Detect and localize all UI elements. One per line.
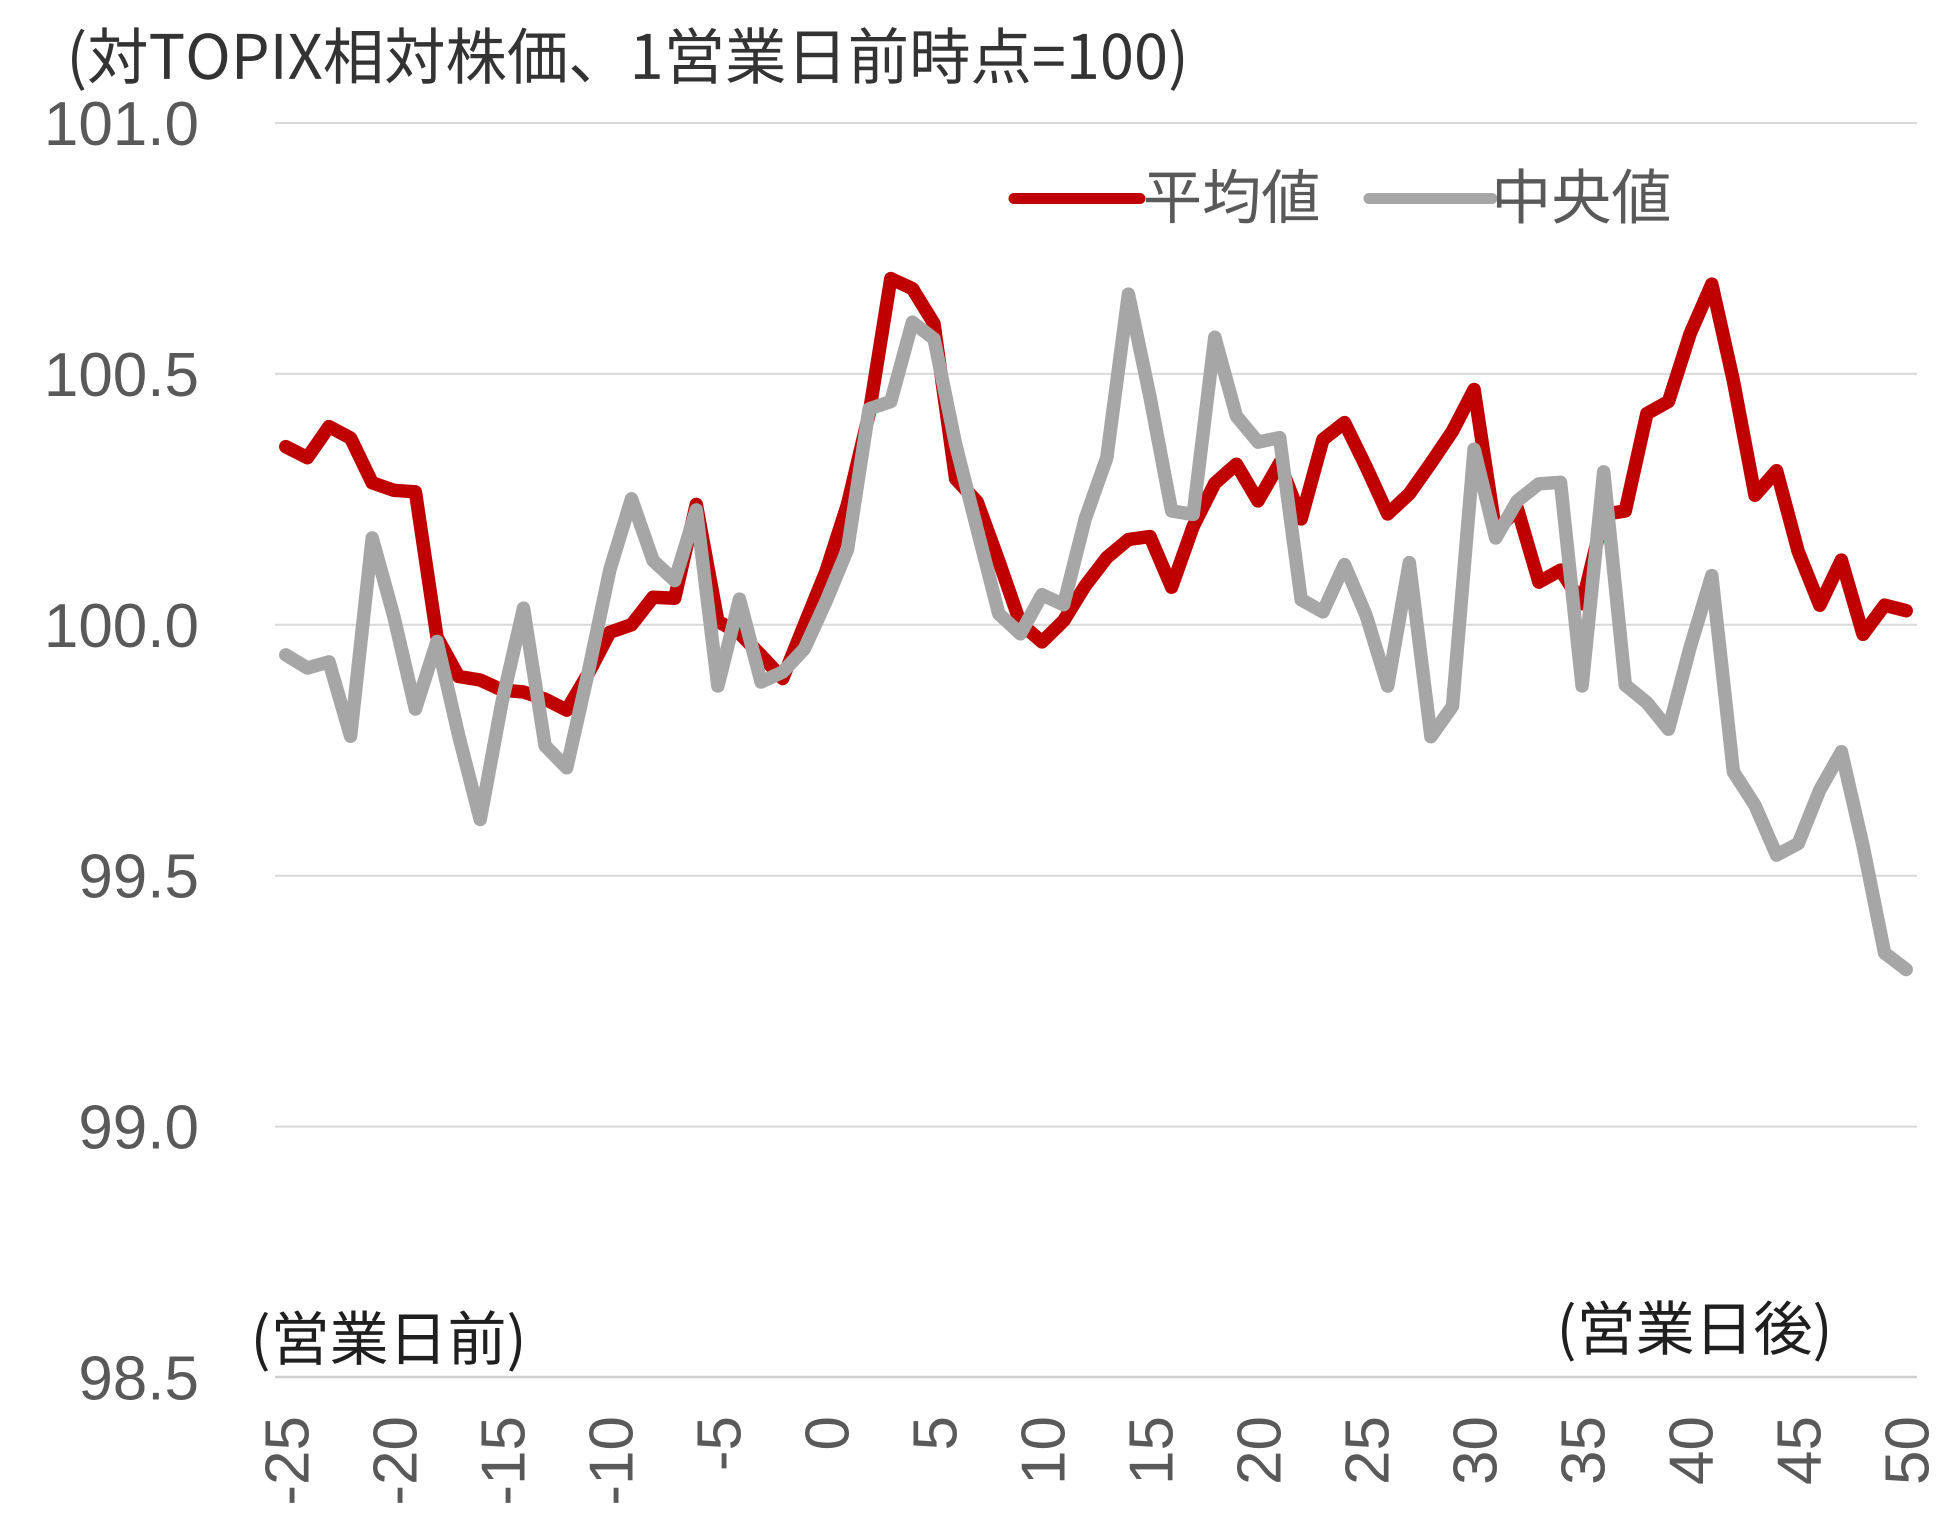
svg-text:99.0: 99.0 [78,1094,199,1163]
svg-text:0: 0 [793,1416,862,1450]
svg-text:99.5: 99.5 [78,843,199,912]
svg-text:45: 45 [1766,1416,1835,1485]
svg-text:50: 50 [1874,1416,1943,1485]
svg-text:10: 10 [1010,1416,1079,1485]
svg-text:-15: -15 [469,1416,538,1506]
svg-text:100.0: 100.0 [44,592,199,661]
svg-text:100.5: 100.5 [44,341,199,410]
svg-text:20: 20 [1226,1416,1295,1485]
svg-text:30: 30 [1442,1416,1511,1485]
svg-text:-10: -10 [577,1416,646,1506]
svg-text:40: 40 [1658,1416,1727,1485]
svg-text:35: 35 [1550,1416,1619,1485]
svg-text:101.0: 101.0 [44,90,199,159]
svg-text:5: 5 [902,1416,971,1450]
svg-text:25: 25 [1334,1416,1403,1485]
svg-text:-20: -20 [361,1416,430,1506]
svg-text:-25: -25 [253,1416,322,1506]
svg-text:-5: -5 [685,1416,754,1471]
svg-text:98.5: 98.5 [78,1345,199,1414]
svg-text:15: 15 [1118,1416,1187,1485]
